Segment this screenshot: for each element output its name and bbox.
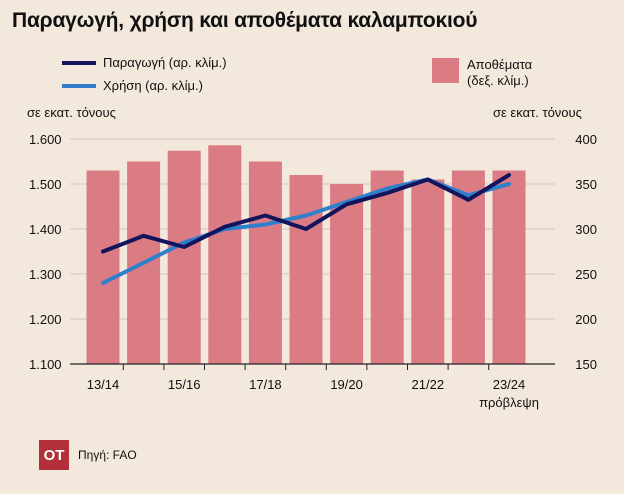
ot-logo: OT <box>39 440 69 470</box>
x-tick-label: 15/16 <box>168 377 201 392</box>
right-tick-label: 250 <box>575 267 597 282</box>
legend-use-swatch <box>62 83 96 88</box>
right-tick-label: 200 <box>575 312 597 327</box>
stocks-bar <box>208 145 242 364</box>
stocks-bar <box>370 170 404 364</box>
left-tick-label: 1.300 <box>29 267 62 282</box>
stocks-bar <box>289 175 323 364</box>
x-tick-label: 23/24 <box>493 377 526 392</box>
right-tick-label: 400 <box>575 132 597 147</box>
left-tick-label: 1.600 <box>29 132 62 147</box>
stocks-bar <box>451 170 485 364</box>
legend-production-swatch <box>62 60 96 65</box>
stocks-bar <box>492 170 526 364</box>
legend-use-label: Χρήση (αρ. κλίμ.) <box>103 78 203 93</box>
left-axis-unit: σε εκατ. τόνους <box>27 105 116 120</box>
left-tick-label: 1.400 <box>29 222 62 237</box>
left-tick-label: 1.100 <box>29 357 62 372</box>
stocks-bar <box>411 179 445 364</box>
legend-production: Παραγωγή (αρ. κλίμ.) <box>62 55 227 70</box>
stocks-bar <box>167 150 201 364</box>
x-tick-label: 19/20 <box>330 377 363 392</box>
stocks-bar <box>330 184 364 364</box>
legend-stocks-label: Αποθέματα (δεξ. κλίμ.) <box>467 57 532 89</box>
chart-title: Παραγωγή, χρήση και αποθέματα καλαμποκιο… <box>12 9 478 32</box>
x-tick-label: 17/18 <box>249 377 282 392</box>
legend-stocks-label-line1: Αποθέματα <box>467 57 533 72</box>
left-tick-label: 1.500 <box>29 177 62 192</box>
stocks-bar <box>86 170 120 364</box>
right-tick-label: 350 <box>575 177 597 192</box>
x-tick-label: 13/14 <box>87 377 120 392</box>
right-tick-label: 150 <box>575 357 597 372</box>
right-tick-label: 300 <box>575 222 597 237</box>
legend-use: Χρήση (αρ. κλίμ.) <box>62 78 203 93</box>
legend-production-label: Παραγωγή (αρ. κλίμ.) <box>103 55 227 70</box>
legend-stocks-swatch <box>432 58 459 83</box>
source-note: Πηγή: FAO <box>78 448 137 462</box>
stocks-bar <box>248 161 282 364</box>
right-axis-unit: σε εκατ. τόνους <box>493 105 582 120</box>
left-tick-label: 1.200 <box>29 312 62 327</box>
legend-stocks-label-line2: (δεξ. κλίμ.) <box>467 73 529 88</box>
x-forecast-note: πρόβλεψη <box>479 395 539 410</box>
production-line <box>101 173 511 254</box>
x-tick-label: 21/22 <box>412 377 445 392</box>
